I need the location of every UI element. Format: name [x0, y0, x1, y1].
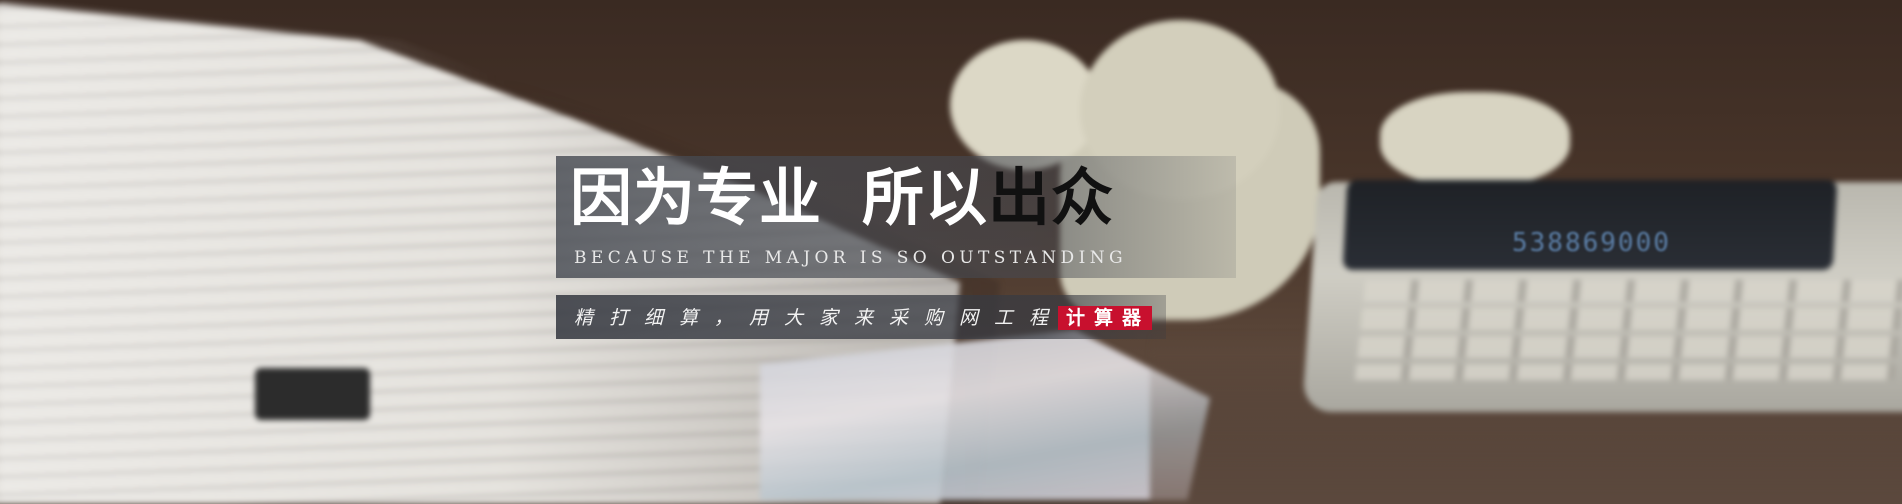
- headline: 因为专业 所以出众: [570, 160, 1114, 236]
- paper-roll-shape: [950, 40, 1100, 170]
- tagline: 精打细算，用大家来采购网工程 计算器: [574, 303, 1153, 330]
- headline-part-2: 所以: [862, 161, 989, 234]
- calculator-paper-roll: [1380, 92, 1570, 187]
- calculator-keys: [1354, 280, 1902, 380]
- headline-part-3: 出众: [988, 161, 1115, 234]
- tagline-highlight-badge: 计算器: [1058, 306, 1153, 330]
- binder-clip-shape: [255, 368, 370, 420]
- calculator-display-digits: 538869000: [1512, 228, 1671, 258]
- subtitle-english: BECAUSE THE MAJOR IS SO OUTSTANDING: [574, 248, 1127, 268]
- tagline-text: 精打细算，用大家来采购网工程: [574, 307, 1065, 329]
- title-panel: [556, 156, 1236, 278]
- headline-part-1: 因为专业: [570, 161, 823, 234]
